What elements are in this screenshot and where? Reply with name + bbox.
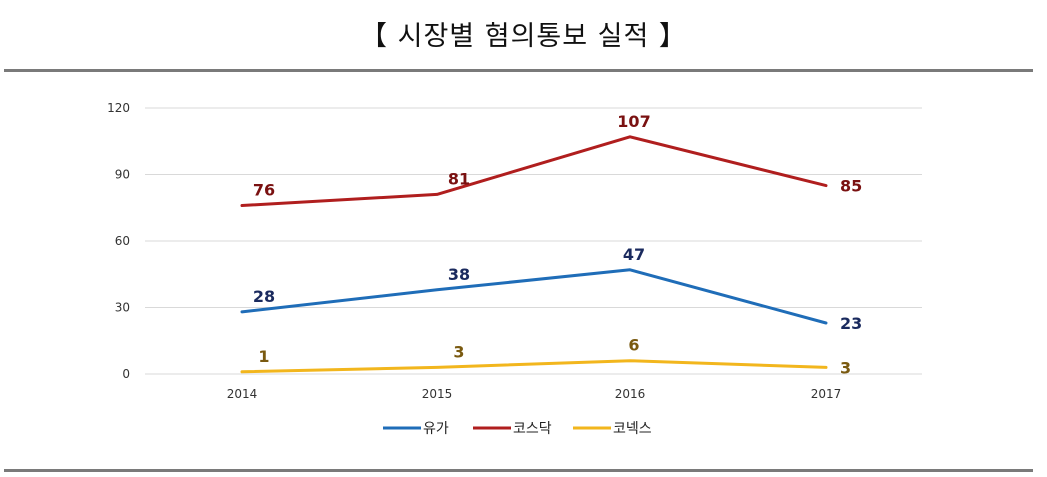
legend-label: 코스닥 xyxy=(513,421,552,437)
data-label: 23 xyxy=(840,314,862,333)
y-tick-label: 30 xyxy=(115,301,130,315)
data-label: 1 xyxy=(258,347,269,366)
series-line-1 xyxy=(240,268,828,325)
top-divider xyxy=(4,69,1033,72)
x-tick-label: 2015 xyxy=(422,387,453,401)
data-label: 107 xyxy=(617,112,650,131)
data-label: 3 xyxy=(453,342,464,361)
series-line-2 xyxy=(240,135,828,207)
data-label: 81 xyxy=(448,169,470,188)
data-label: 6 xyxy=(628,336,639,355)
legend-label: 유가 xyxy=(423,421,449,437)
x-tick-label: 2017 xyxy=(811,387,842,401)
data-label: 47 xyxy=(623,245,645,264)
y-tick-label: 60 xyxy=(115,234,130,248)
bottom-divider xyxy=(4,469,1033,472)
data-label: 85 xyxy=(840,177,862,196)
y-tick-label: 0 xyxy=(122,367,130,381)
data-label: 38 xyxy=(448,265,470,284)
x-tick-label: 2016 xyxy=(615,387,646,401)
legend-label: 코넥스 xyxy=(613,421,652,437)
data-label: 3 xyxy=(840,358,851,377)
data-label: 28 xyxy=(253,287,275,306)
data-label: 76 xyxy=(253,181,275,200)
y-tick-label: 120 xyxy=(107,101,130,115)
chart-title: 【 시장별 혐의통보 실적 】 xyxy=(360,21,687,52)
x-tick-label: 2014 xyxy=(227,387,258,401)
series-line-3 xyxy=(240,359,828,374)
y-tick-label: 90 xyxy=(115,168,130,182)
